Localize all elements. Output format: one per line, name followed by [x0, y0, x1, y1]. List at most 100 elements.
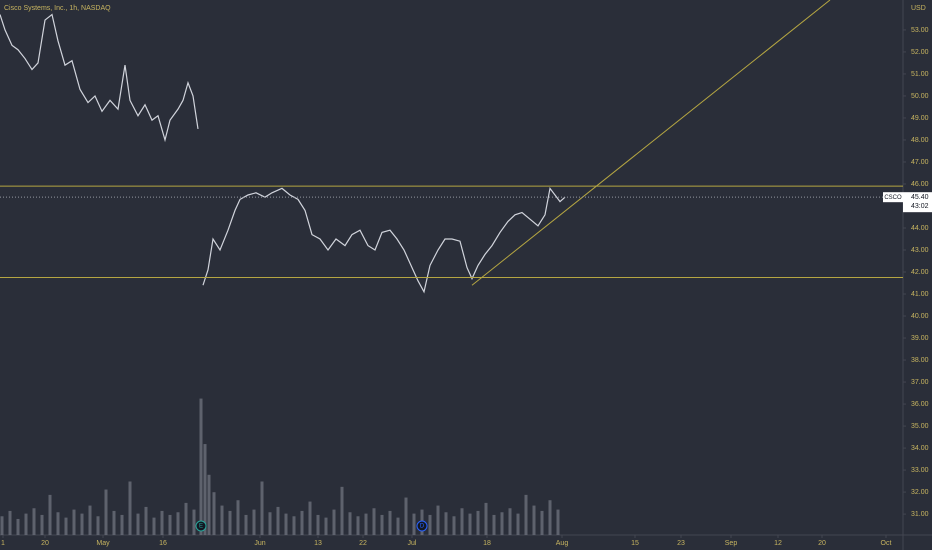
volume-bar [128, 481, 132, 535]
volume-bar [372, 508, 376, 535]
x-tick-label: Oct [881, 540, 892, 547]
volume-bar [203, 444, 207, 535]
volume-bar [484, 502, 488, 535]
volume-bar [284, 513, 288, 535]
x-tick-label: 18 [483, 540, 491, 547]
volume-bar [268, 512, 272, 535]
x-tick-label: 16 [159, 540, 167, 547]
volume-bar [192, 509, 196, 535]
volume-bar [348, 512, 352, 535]
x-tick-label: May [96, 540, 110, 547]
volume-bar [120, 514, 124, 535]
volume-bar [184, 502, 188, 535]
volume-bar [144, 506, 148, 535]
volume-bar [500, 512, 504, 535]
last-price-box [903, 192, 932, 213]
volume-bar [388, 510, 392, 535]
x-tick-label: 1 [1, 540, 5, 547]
y-tick-label: 46.00 [911, 181, 929, 188]
volume-bar [220, 505, 224, 535]
y-tick-label: 47.00 [911, 159, 929, 166]
volume-bar [436, 505, 440, 535]
x-tick-label: 12 [774, 540, 782, 547]
volume-bar [468, 513, 472, 535]
volume-bar [199, 398, 203, 535]
y-tick-label: 38.00 [911, 357, 929, 364]
volume-bar [276, 506, 280, 535]
x-tick-label: Aug [556, 540, 569, 547]
volume-bar [228, 510, 232, 535]
volume-bar [444, 512, 448, 535]
volume-bar [316, 514, 320, 535]
volume-bar [48, 494, 52, 535]
volume-bar [72, 509, 76, 535]
volume-bar [96, 516, 100, 535]
volume-bar [292, 516, 296, 535]
y-tick-label: 39.00 [911, 335, 929, 342]
x-tick-label: 13 [314, 540, 322, 547]
x-tick-label: 20 [818, 540, 826, 547]
volume-bar [492, 514, 496, 535]
price-line [202, 186, 566, 294]
volume-bar [452, 516, 456, 535]
volume-bar [136, 513, 140, 535]
volume-bar [356, 516, 360, 535]
y-tick-label: 31.00 [911, 511, 929, 518]
x-tick-label: Jul [408, 540, 417, 547]
last-price-label: 45.40 [911, 194, 929, 201]
y-tick-label: 35.00 [911, 423, 929, 430]
y-tick-label: 51.00 [911, 71, 929, 78]
volume-bar [64, 517, 68, 535]
volume-bar [244, 514, 248, 535]
volume-bar [548, 500, 552, 535]
volume-bar [324, 517, 328, 535]
volume-bar [104, 489, 108, 535]
y-tick-label: 33.00 [911, 467, 929, 474]
y-tick-label: 53.00 [911, 27, 929, 34]
y-tick-label: 36.00 [911, 401, 929, 408]
volume-bar [460, 508, 464, 535]
y-tick-label: 43.00 [911, 247, 929, 254]
volume-bar [412, 513, 416, 535]
series-tag: CSCO [884, 195, 902, 201]
volume-bar [332, 509, 336, 535]
volume-bar [80, 513, 84, 535]
volume-bar [300, 510, 304, 535]
volume-bar [524, 494, 528, 535]
volume-bar [112, 510, 116, 535]
volume-bar [8, 510, 12, 535]
event-label: D [420, 524, 425, 530]
x-tick-label: Sep [725, 540, 738, 547]
y-tick-label: 52.00 [911, 49, 929, 56]
volume-bar [207, 474, 211, 535]
volume-bar [24, 513, 28, 535]
x-tick-label: 23 [677, 540, 685, 547]
volume-bar [396, 517, 400, 535]
volume-bar [428, 514, 432, 535]
y-tick-label: 41.00 [911, 291, 929, 298]
y-tick-label: 49.00 [911, 115, 929, 122]
volume-bar [404, 497, 408, 535]
volume-bar [380, 514, 384, 535]
chart-title: Cisco Systems, Inc., 1h, NASDAQ [4, 5, 111, 12]
currency-label: USD [911, 5, 926, 12]
y-tick-label: 48.00 [911, 137, 929, 144]
volume-bar [556, 509, 560, 535]
event-label: E [199, 524, 203, 530]
volume-bar [308, 501, 312, 535]
volume-bar [16, 518, 20, 535]
volume-bar [88, 505, 92, 535]
volume-bar [32, 508, 36, 535]
volume-bar [532, 505, 536, 535]
countdown-label: 43:02 [911, 203, 929, 210]
volume-bar [152, 517, 156, 535]
volume-bar [160, 510, 164, 535]
volume-bar [340, 486, 344, 535]
y-tick-label: 32.00 [911, 489, 929, 496]
volume-bar [476, 510, 480, 535]
y-tick-label: 37.00 [911, 379, 929, 386]
x-tick-label: 22 [359, 540, 367, 547]
volume-bar [168, 514, 172, 535]
y-tick-label: 40.00 [911, 313, 929, 320]
